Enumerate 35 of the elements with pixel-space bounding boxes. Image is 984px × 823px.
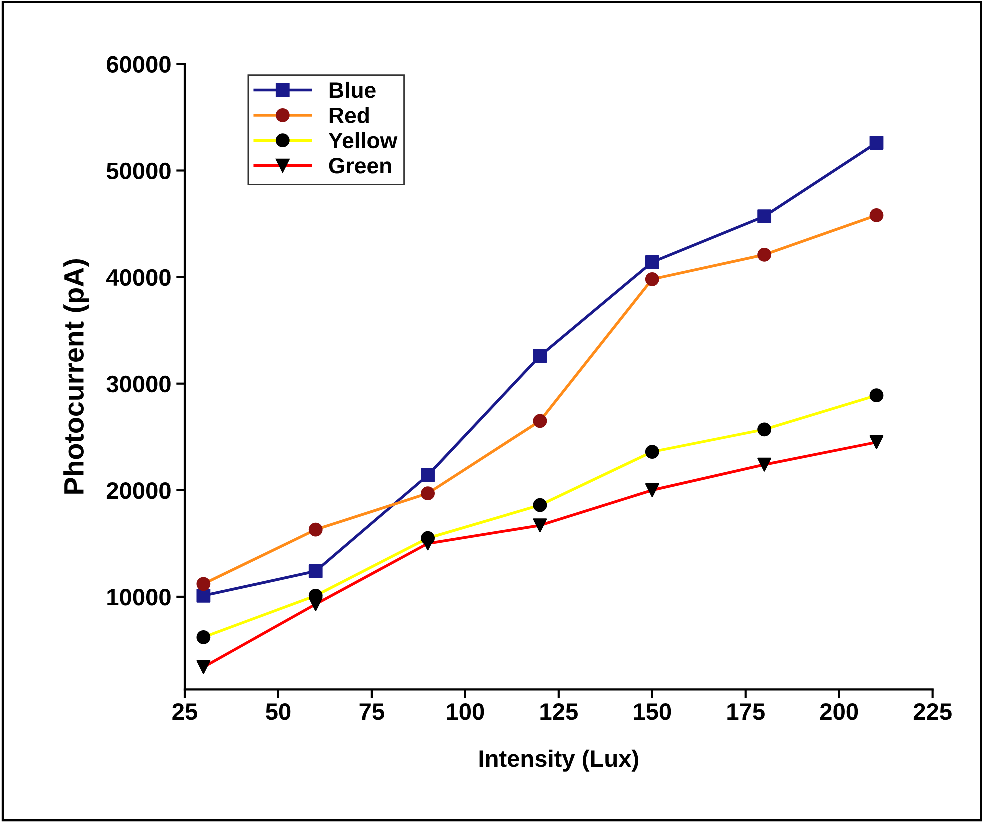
y-axis-title: Photocurrent (pA)	[64, 259, 90, 494]
y-tick-label: 50000	[106, 162, 171, 180]
point	[533, 518, 548, 533]
point	[645, 255, 660, 270]
legend-label: Blue	[330, 82, 376, 98]
point	[196, 588, 211, 603]
legend-label: Green	[329, 158, 392, 174]
point	[870, 136, 884, 150]
x-tick-label: 25	[172, 703, 198, 720]
x-tick-label: 50	[266, 703, 291, 720]
y-tick-label: 60000	[107, 56, 171, 73]
point	[308, 597, 323, 612]
x-tick-label: 125	[540, 703, 578, 720]
y-tick-label: 40000	[106, 269, 171, 286]
point	[758, 458, 772, 472]
y-tick-label: 10000	[108, 589, 171, 606]
point	[421, 468, 435, 482]
point	[870, 436, 884, 450]
legend-label: Yellow	[328, 132, 398, 149]
y-tick-label: 20000	[106, 482, 171, 500]
x-axis-title: Intensity (Lux)	[480, 750, 638, 772]
x-tick-label: 200	[820, 703, 858, 720]
x-tick-label: 175	[728, 704, 765, 720]
point	[196, 660, 211, 674]
x-tick-label: 75	[360, 704, 384, 720]
y-tick-label: 30000	[106, 376, 171, 393]
x-tick-label: 150	[634, 703, 672, 720]
point	[533, 349, 548, 364]
x-tick-label: 225	[914, 703, 952, 720]
x-tick-label: 100	[447, 703, 484, 720]
point	[758, 210, 772, 224]
point	[645, 483, 660, 498]
point	[421, 536, 435, 551]
point	[308, 564, 323, 578]
legend-label: Red	[330, 107, 369, 124]
